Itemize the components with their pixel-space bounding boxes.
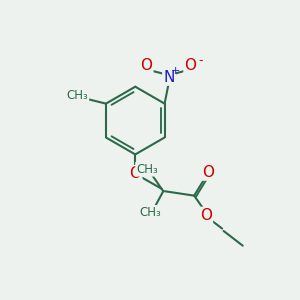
Text: CH₃: CH₃ <box>67 88 88 102</box>
Text: +: + <box>171 66 180 76</box>
Text: O: O <box>184 58 196 74</box>
Text: O: O <box>129 166 141 181</box>
Text: -: - <box>198 54 202 67</box>
Text: CH₃: CH₃ <box>139 206 161 219</box>
Text: O: O <box>202 165 214 180</box>
Text: O: O <box>140 58 152 74</box>
Text: N: N <box>163 70 175 85</box>
Text: O: O <box>200 208 212 223</box>
Text: CH₃: CH₃ <box>136 163 158 176</box>
